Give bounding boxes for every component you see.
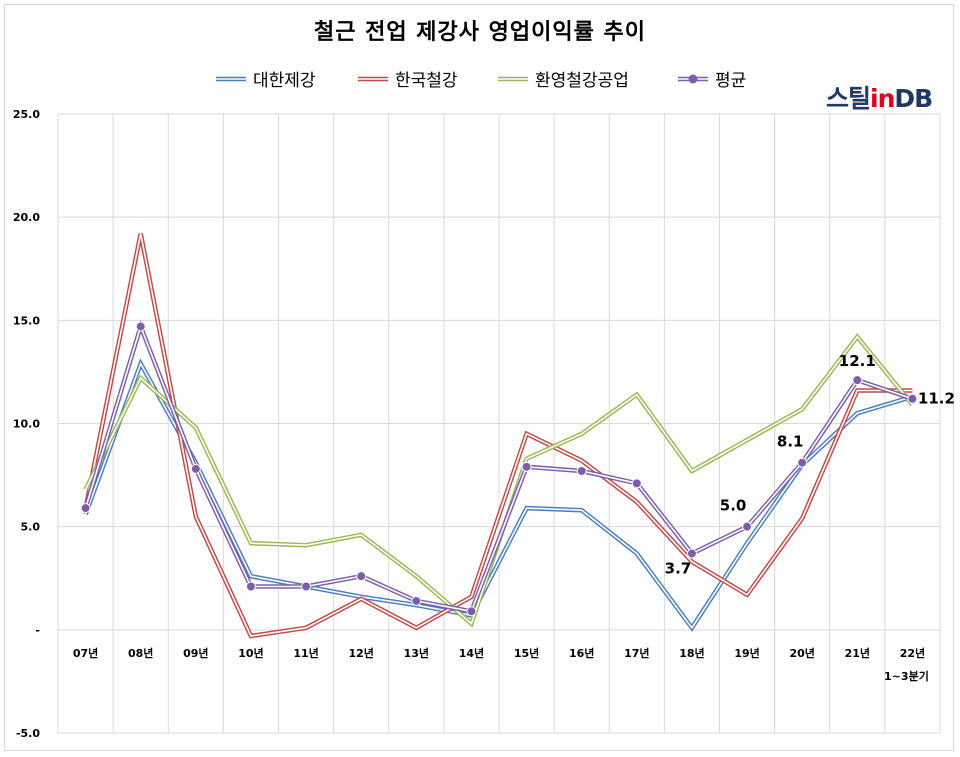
x-tick-label: 12년 (348, 646, 373, 660)
data-point (521, 461, 532, 472)
data-label: 5.0 (720, 497, 747, 515)
x-tick-label: 07년 (73, 646, 98, 660)
data-point (411, 595, 422, 606)
data-point (742, 521, 753, 532)
x-tick-label: 21년 (845, 646, 870, 660)
x-tick-label: 17년 (624, 646, 649, 660)
data-label: 12.1 (839, 352, 876, 370)
data-point (797, 457, 808, 468)
data-label: 3.7 (665, 559, 692, 577)
logo-text-db: DB (894, 84, 933, 113)
data-point (80, 503, 91, 514)
chart-title: 철근 전업 제강사 영업이익률 추이 (314, 20, 646, 45)
y-tick-label: 15.0 (13, 314, 40, 327)
legend-label: 환영철강공업 (535, 71, 629, 91)
data-point (907, 393, 918, 404)
y-tick-label: 5.0 (21, 521, 41, 534)
chart-frame (4, 4, 954, 751)
legend-swatch (678, 74, 708, 83)
x-tick-sublabel: 1~3분기 (884, 669, 929, 683)
y-tick-label: - (35, 624, 40, 637)
data-label: 11.2 (918, 390, 955, 408)
y-tick-label: 10.0 (13, 418, 40, 431)
data-point (576, 465, 587, 476)
legend-swatch (498, 76, 528, 81)
legend-swatch (358, 76, 388, 81)
legend-item: 대한제강 (215, 66, 316, 91)
logo-text-in: in (870, 84, 895, 113)
x-tick-label: 13년 (404, 646, 429, 660)
data-point (245, 581, 256, 592)
data-point (356, 571, 367, 582)
x-tick-label: 16년 (569, 646, 594, 660)
logo-text-korean: 스틸 (826, 84, 871, 113)
x-tick-label: 14년 (459, 646, 484, 660)
legend-label: 한국철강 (395, 71, 458, 91)
series-line-core (84, 233, 913, 637)
x-tick-label: 09년 (183, 646, 208, 660)
series-line-core (84, 324, 913, 613)
legend-label: 대한제강 (253, 71, 316, 91)
legend-swatch (216, 76, 246, 81)
data-point (190, 463, 201, 474)
legend-item: 환영철강공업 (497, 66, 629, 91)
legend: 대한제강 한국철강 환영철강공업 평균 (0, 66, 960, 94)
data-point (301, 581, 312, 592)
x-tick-label: 10년 (238, 646, 263, 660)
y-tick-label: 25.0 (13, 108, 40, 121)
data-point (466, 606, 477, 617)
data-point (852, 375, 863, 386)
x-tick-label: 19년 (734, 646, 759, 660)
data-point (135, 321, 146, 332)
x-tick-label: 20년 (789, 646, 814, 660)
legend-label: 평균 (715, 71, 747, 91)
x-tick-label: 11년 (293, 646, 318, 660)
series-line-core (84, 361, 913, 630)
legend-item: 한국철강 (357, 66, 458, 91)
x-tick-label: 15년 (514, 646, 539, 660)
legend-item: 평균 (677, 66, 746, 91)
x-tick-label: 08년 (128, 646, 153, 660)
y-tick-label: 20.0 (13, 211, 40, 224)
data-point (686, 548, 697, 559)
x-tick-label: 22년 (900, 646, 925, 660)
data-point (631, 478, 642, 489)
data-label: 8.1 (777, 433, 804, 451)
x-tick-label: 18년 (679, 646, 704, 660)
y-tick-label: -5.0 (16, 727, 40, 740)
steelindb-logo: 스틸inDB (826, 79, 933, 115)
